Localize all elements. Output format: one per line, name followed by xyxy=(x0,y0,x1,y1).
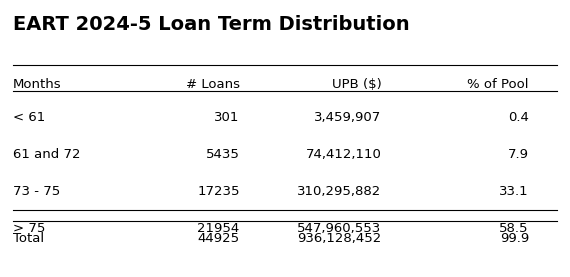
Text: UPB ($): UPB ($) xyxy=(332,78,381,91)
Text: 44925: 44925 xyxy=(197,232,239,245)
Text: Total: Total xyxy=(13,232,44,245)
Text: 61 and 72: 61 and 72 xyxy=(13,148,80,161)
Text: 7.9: 7.9 xyxy=(508,148,529,161)
Text: 33.1: 33.1 xyxy=(499,185,529,198)
Text: < 61: < 61 xyxy=(13,111,45,124)
Text: 21954: 21954 xyxy=(197,222,239,235)
Text: 73 - 75: 73 - 75 xyxy=(13,185,60,198)
Text: 936,128,452: 936,128,452 xyxy=(297,232,381,245)
Text: EART 2024-5 Loan Term Distribution: EART 2024-5 Loan Term Distribution xyxy=(13,15,409,34)
Text: 0.4: 0.4 xyxy=(508,111,529,124)
Text: 301: 301 xyxy=(214,111,239,124)
Text: 17235: 17235 xyxy=(197,185,239,198)
Text: 547,960,553: 547,960,553 xyxy=(297,222,381,235)
Text: 99.9: 99.9 xyxy=(500,232,529,245)
Text: 74,412,110: 74,412,110 xyxy=(306,148,381,161)
Text: 58.5: 58.5 xyxy=(499,222,529,235)
Text: % of Pool: % of Pool xyxy=(467,78,529,91)
Text: 310,295,882: 310,295,882 xyxy=(297,185,381,198)
Text: # Loans: # Loans xyxy=(186,78,239,91)
Text: > 75: > 75 xyxy=(13,222,45,235)
Text: 3,459,907: 3,459,907 xyxy=(314,111,381,124)
Text: Months: Months xyxy=(13,78,62,91)
Text: 5435: 5435 xyxy=(206,148,239,161)
